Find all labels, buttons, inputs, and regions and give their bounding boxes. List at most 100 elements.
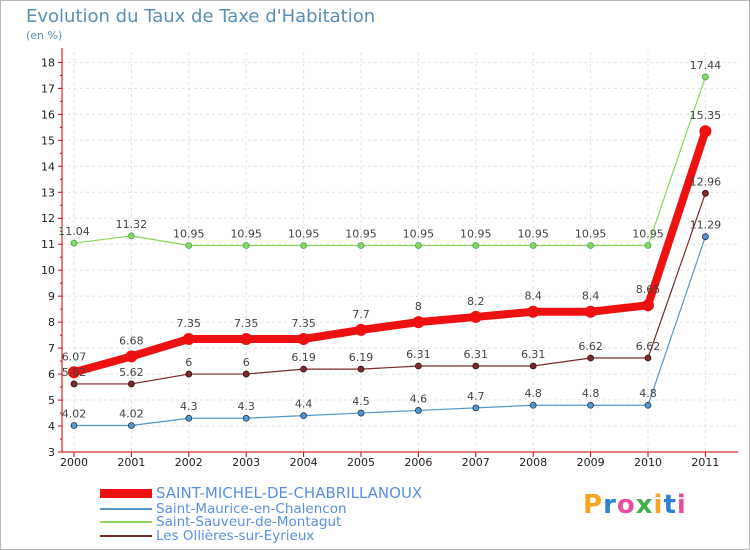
- y-tick-label: 15: [41, 134, 55, 147]
- data-point-saint-michel: [412, 316, 425, 329]
- series-line-saint-sauveur: [73, 76, 707, 247]
- data-label-saint-michel: 8: [415, 300, 422, 313]
- x-tick-label: 2003: [232, 456, 260, 469]
- data-label-saint-sauveur: 11.04: [58, 225, 90, 238]
- data-label-les-ollieres: 5.62: [62, 366, 87, 379]
- data-point-saint-michel: [240, 333, 253, 346]
- data-point-saint-michel: [355, 323, 367, 336]
- data-label-saint-sauveur: 10.95: [173, 228, 205, 241]
- data-label-les-ollieres: 6.31: [521, 348, 546, 361]
- x-tick-label: 2007: [462, 456, 490, 469]
- data-label-les-ollieres: 6: [185, 356, 192, 369]
- data-label-saint-maurice: 4.8: [639, 387, 657, 400]
- y-tick-label: 11: [41, 238, 55, 251]
- legend-label-saint-maurice: Saint-Maurice-en-Chalencon: [156, 501, 347, 517]
- data-point-saint-michel: [297, 333, 310, 346]
- data-point-saint-maurice: [70, 422, 78, 429]
- data-point-les-ollieres: [529, 362, 537, 370]
- x-tick-label: 2011: [691, 456, 719, 469]
- data-point-saint-sauveur: [702, 73, 709, 81]
- data-label-saint-sauveur: 10.95: [575, 228, 607, 241]
- legend-label-saint-sauveur: Saint-Sauveur-de-Montagut: [156, 514, 342, 530]
- data-point-saint-maurice: [300, 412, 308, 420]
- logo-letter: r: [603, 490, 617, 520]
- data-point-saint-michel: [68, 366, 80, 379]
- data-point-saint-sauveur: [644, 242, 652, 249]
- data-label-saint-michel: 7.35: [291, 317, 316, 330]
- data-label-les-ollieres: 6.19: [349, 351, 374, 364]
- data-label-saint-maurice: 4.3: [237, 400, 255, 413]
- data-label-les-ollieres: 6.31: [464, 348, 489, 361]
- data-point-saint-michel: [584, 305, 597, 318]
- chart-title: Evolution du Taux de Taxe d'Habitation: [26, 6, 376, 27]
- data-point-les-ollieres: [644, 354, 652, 362]
- data-label-saint-sauveur: 10.95: [517, 228, 549, 241]
- data-label-les-ollieres: 6.19: [291, 351, 316, 364]
- data-label-saint-sauveur: 10.95: [288, 228, 320, 241]
- logo-letter: i: [653, 490, 664, 520]
- data-label-saint-michel: 7.7: [352, 308, 370, 321]
- series-line-les-ollieres: [73, 192, 707, 385]
- data-point-les-ollieres: [127, 380, 135, 388]
- y-tick-label: 9: [48, 290, 55, 303]
- data-label-saint-michel: 8.4: [582, 290, 600, 303]
- data-point-saint-maurice: [587, 401, 594, 409]
- data-label-saint-maurice: 11.29: [690, 219, 722, 232]
- x-tick-label: 2000: [60, 456, 88, 469]
- y-tick-label: 18: [41, 56, 55, 69]
- y-tick-label: 16: [41, 108, 55, 121]
- legend-swatch-saint-michel: [100, 488, 152, 498]
- data-label-les-ollieres: 5.62: [119, 366, 144, 379]
- data-point-saint-michel: [699, 125, 712, 138]
- data-label-saint-michel: 8.4: [524, 290, 542, 303]
- data-point-saint-maurice: [127, 422, 135, 429]
- data-label-les-ollieres: 12.96: [690, 175, 722, 188]
- y-tick-label: 3: [48, 446, 55, 459]
- data-label-les-ollieres: 6: [243, 356, 250, 369]
- legend-item-saint-michel: SAINT-MICHEL-DE-CHABRILLANOUX: [100, 484, 422, 502]
- proxiti-logo: Proxiti: [583, 490, 687, 520]
- data-point-saint-maurice: [185, 414, 193, 422]
- data-point-les-ollieres: [185, 370, 193, 378]
- data-point-saint-sauveur: [529, 242, 537, 249]
- y-tick-label: 10: [41, 264, 55, 277]
- data-label-saint-michel: 7.35: [234, 317, 259, 330]
- logo-letter: i: [676, 490, 687, 520]
- data-label-saint-michel: 6.07: [62, 350, 87, 363]
- data-point-saint-sauveur: [70, 239, 78, 247]
- data-label-saint-michel: 15.35: [690, 109, 722, 122]
- legend-swatch-saint-maurice: [100, 508, 152, 510]
- data-point-les-ollieres: [300, 365, 308, 373]
- data-point-saint-michel: [125, 350, 138, 363]
- x-tick-label: 2002: [175, 456, 203, 469]
- legend-swatch-les-ollieres: [100, 535, 152, 537]
- logo-letter: t: [663, 490, 677, 520]
- data-label-les-ollieres: 6.62: [578, 340, 603, 353]
- data-point-saint-sauveur: [300, 242, 308, 249]
- data-point-saint-maurice: [644, 401, 652, 409]
- data-label-saint-sauveur: 10.95: [345, 228, 377, 241]
- data-point-les-ollieres: [357, 365, 365, 373]
- data-label-saint-maurice: 4.8: [582, 387, 600, 400]
- legend-item-les-ollieres: Les Ollières-sur-Eyrieux: [100, 528, 314, 544]
- legend-label-les-ollieres: Les Ollières-sur-Eyrieux: [156, 528, 315, 544]
- x-tick-label: 2009: [577, 456, 605, 469]
- data-point-saint-sauveur: [185, 242, 193, 249]
- data-point-saint-maurice: [357, 409, 365, 417]
- data-point-saint-sauveur: [242, 242, 250, 249]
- data-point-les-ollieres: [702, 189, 709, 197]
- data-label-saint-maurice: 4.6: [410, 392, 428, 405]
- logo-letter: x: [635, 490, 654, 520]
- data-label-saint-maurice: 4.7: [467, 390, 485, 403]
- data-label-les-ollieres: 6.62: [636, 340, 661, 353]
- x-tick-label: 2010: [634, 456, 662, 469]
- data-label-saint-maurice: 4.5: [352, 395, 370, 408]
- series-line-saint-michel: [70, 127, 710, 377]
- data-point-saint-maurice: [529, 401, 537, 409]
- y-tick-label: 14: [41, 160, 55, 173]
- data-point-saint-maurice: [472, 404, 480, 412]
- data-label-saint-sauveur: 17.44: [690, 59, 722, 72]
- y-tick-label: 8: [48, 316, 55, 329]
- logo-letter: P: [583, 490, 604, 520]
- data-point-saint-maurice: [702, 233, 709, 241]
